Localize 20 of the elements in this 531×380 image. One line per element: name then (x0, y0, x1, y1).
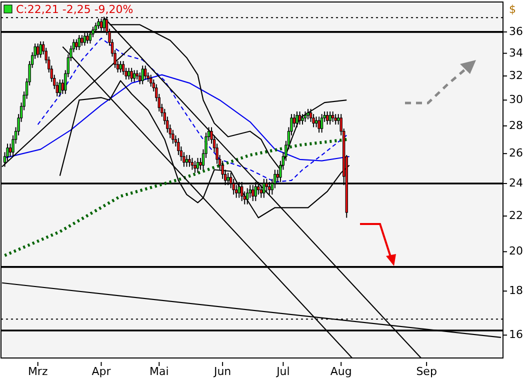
x-tick-label: Mai (149, 365, 169, 378)
y-tick-label: 28 (509, 118, 523, 132)
x-tick-label: Mrz (28, 365, 48, 378)
y-axis-title: $ (509, 3, 516, 16)
x-tick-label: Aug (330, 365, 352, 378)
y-tick-label: 30 (509, 93, 523, 106)
y-tick-label: 22 (509, 209, 523, 222)
y-tick-label: 18 (509, 284, 523, 298)
y-tick-label: 34 (509, 46, 523, 60)
x-tick-label: Jul (276, 365, 290, 378)
x-tick-label: Apr (92, 365, 112, 378)
chart-title: C:22,21 -2,25 -9,20% (16, 3, 134, 16)
y-tick-label: 26 (509, 146, 523, 160)
y-tick-label: 36 (509, 24, 523, 38)
y-tick-label: 20 (509, 244, 523, 258)
y-tick-label: 32 (509, 68, 523, 82)
x-tick-label: Sep (416, 365, 437, 378)
x-tick-label: Jun (212, 365, 232, 378)
y-tick-label: 24 (509, 176, 523, 190)
y-tick-label: 16 (509, 328, 523, 342)
